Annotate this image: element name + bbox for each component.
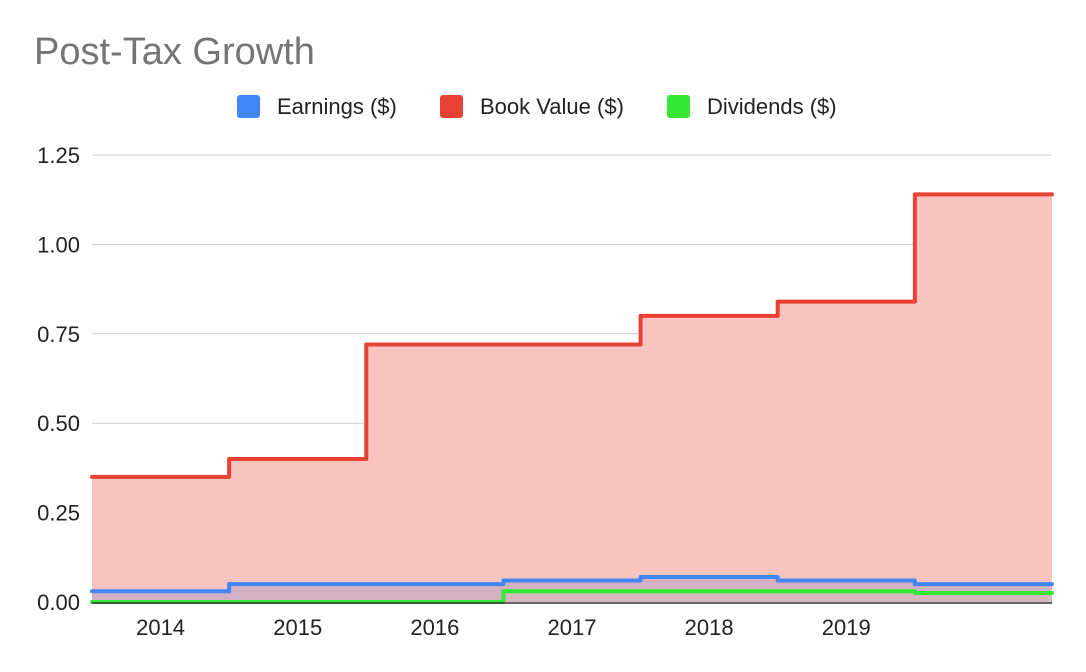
x-tick-label: 2017 bbox=[548, 615, 597, 640]
series-area bbox=[92, 194, 1052, 602]
x-axis: 2014 2015 2016 2017 2018 2019 bbox=[136, 615, 871, 640]
series-line bbox=[90, 574, 1054, 594]
x-tick-label: 2018 bbox=[685, 615, 734, 640]
legend: Earnings ($) Book Value ($) Dividends ($) bbox=[237, 94, 837, 119]
x-tick-label: 2015 bbox=[273, 615, 322, 640]
legend-swatch bbox=[667, 95, 690, 118]
y-tick-label: 1.00 bbox=[37, 232, 80, 257]
legend-item: Earnings ($) bbox=[237, 94, 397, 119]
y-tick-label: 0.25 bbox=[37, 501, 80, 526]
legend-item: Dividends ($) bbox=[667, 94, 837, 119]
series-area bbox=[92, 591, 1052, 602]
plot-area bbox=[92, 194, 1052, 602]
y-tick-label: 0.50 bbox=[37, 411, 80, 436]
y-tick-label: 0.75 bbox=[37, 322, 80, 347]
legend-swatch bbox=[237, 95, 260, 118]
legend-swatch bbox=[440, 95, 463, 118]
chart-title: Post-Tax Growth bbox=[34, 31, 315, 73]
x-tick-label: 2014 bbox=[136, 615, 185, 640]
y-axis: 0.00 0.25 0.50 0.75 1.00 1.25 bbox=[37, 143, 80, 615]
series-line bbox=[90, 192, 1054, 479]
series-lines bbox=[90, 192, 1054, 604]
x-tick-label: 2019 bbox=[822, 615, 871, 640]
y-tick-label: 0.00 bbox=[37, 590, 80, 615]
y-tick-label: 1.25 bbox=[37, 143, 80, 168]
legend-label: Earnings ($) bbox=[277, 94, 397, 119]
x-tick-label: 2016 bbox=[410, 615, 459, 640]
legend-label: Dividends ($) bbox=[707, 94, 837, 119]
series-line bbox=[90, 589, 1054, 604]
legend-item: Book Value ($) bbox=[440, 94, 624, 119]
legend-label: Book Value ($) bbox=[480, 94, 624, 119]
